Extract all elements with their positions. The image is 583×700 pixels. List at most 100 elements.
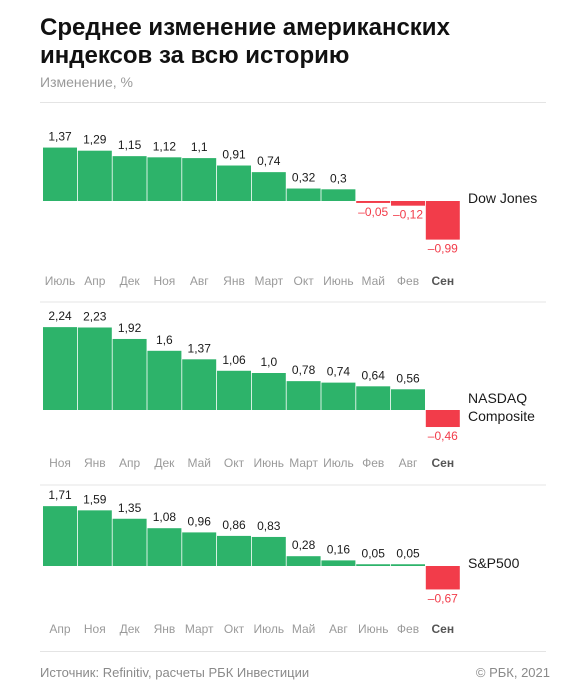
chart-title: Среднее изменение американских индексов … xyxy=(40,14,450,69)
data-label: 0,05 xyxy=(396,546,420,560)
bar xyxy=(112,156,147,201)
series-label: Dow Jones xyxy=(468,190,537,206)
tick-label: Фев xyxy=(397,622,419,636)
tick-label: Май xyxy=(361,274,385,288)
bar xyxy=(217,165,251,201)
data-label: 1,37 xyxy=(188,341,212,355)
data-label: 2,23 xyxy=(83,309,107,323)
data-label: 0,64 xyxy=(362,368,386,382)
bar xyxy=(251,536,286,566)
data-label: –0,99 xyxy=(428,242,458,256)
bar xyxy=(77,327,112,410)
chart-subtitle: Изменение, % xyxy=(40,74,133,90)
tick-label: Дек xyxy=(120,274,141,288)
tick-label: Авг xyxy=(190,274,209,288)
data-label: 1,06 xyxy=(222,353,246,367)
series-label: NASDAQ xyxy=(468,390,527,406)
tick-label: Апр xyxy=(84,274,106,288)
data-label: 0,86 xyxy=(222,518,246,532)
bar xyxy=(77,510,112,566)
tick-label: Янв xyxy=(84,456,106,470)
bar xyxy=(147,528,182,566)
tick-label: Апр xyxy=(49,622,71,636)
data-label: 0,16 xyxy=(327,542,351,556)
tick-label: Июль xyxy=(45,274,76,288)
bar xyxy=(112,518,147,566)
bar xyxy=(425,201,460,240)
bar xyxy=(286,381,321,410)
series-label: Composite xyxy=(468,408,535,424)
data-label: 0,78 xyxy=(292,363,316,377)
tick-label: Дек xyxy=(120,622,141,636)
data-label: 0,32 xyxy=(292,171,316,185)
bar xyxy=(321,560,356,566)
data-label: 0,96 xyxy=(188,514,212,528)
tick-label: Ноя xyxy=(49,456,71,470)
bar xyxy=(356,564,391,566)
data-label: 1,1 xyxy=(191,140,208,154)
tick-label: Апр xyxy=(119,456,141,470)
bar xyxy=(182,359,217,410)
data-label: 1,6 xyxy=(156,333,173,347)
bar xyxy=(425,566,460,590)
bar xyxy=(251,172,286,201)
tick-label: Янв xyxy=(223,274,245,288)
bar xyxy=(321,382,356,410)
data-label: 0,56 xyxy=(396,371,420,385)
tick-label: Авг xyxy=(329,622,348,636)
data-label: 0,91 xyxy=(222,148,246,162)
data-label: –0,12 xyxy=(393,208,423,222)
tick-label: Авг xyxy=(399,456,418,470)
data-label: 0,28 xyxy=(292,538,316,552)
data-label: 0,83 xyxy=(257,519,281,533)
footer-divider xyxy=(40,651,546,652)
data-label: 0,74 xyxy=(327,365,351,379)
tick-label: Окт xyxy=(224,456,245,470)
bar xyxy=(356,386,391,410)
data-label: –0,46 xyxy=(428,429,458,443)
tick-label: Ноя xyxy=(84,622,106,636)
data-label: 1,29 xyxy=(83,133,107,147)
bar xyxy=(43,506,77,566)
bar xyxy=(43,147,77,201)
data-label: 1,92 xyxy=(118,321,142,335)
copyright: © РБК, 2021 xyxy=(475,665,550,680)
tick-label: Май xyxy=(292,622,316,636)
bar xyxy=(251,373,286,410)
bar xyxy=(217,370,251,410)
tick-label: Янв xyxy=(154,622,176,636)
data-label: –0,67 xyxy=(428,591,458,605)
series-label: S&P500 xyxy=(468,555,520,571)
tick-label: Сен xyxy=(432,622,455,636)
bar xyxy=(182,158,217,201)
bar-charts: 1,37 Июль 1,29 Апр 1,15 Дек 1,12 Ноя 1,1 Авг 0,91 Я… xyxy=(40,130,546,636)
data-label: 1,59 xyxy=(83,492,107,506)
data-label: 0,3 xyxy=(330,171,347,185)
data-label: 1,15 xyxy=(118,138,142,152)
data-label: 1,37 xyxy=(48,130,72,144)
bar xyxy=(286,556,321,566)
bar xyxy=(182,532,217,566)
tick-label: Март xyxy=(185,622,214,636)
tick-label: Окт xyxy=(224,622,245,636)
tick-label: Июнь xyxy=(358,622,389,636)
bar xyxy=(77,150,112,201)
bar xyxy=(321,189,356,201)
bar xyxy=(147,157,182,201)
bar xyxy=(147,350,182,410)
tick-label: Сен xyxy=(432,456,455,470)
data-label: 1,12 xyxy=(153,139,177,153)
data-label: 2,24 xyxy=(48,309,72,323)
tick-label: Сен xyxy=(432,274,455,288)
bar xyxy=(286,188,321,201)
divider xyxy=(40,102,546,103)
tick-label: Фев xyxy=(362,456,384,470)
tick-label: Март xyxy=(254,274,283,288)
bar xyxy=(391,564,425,566)
bar xyxy=(391,201,425,206)
source-note: Источник: Refinitiv, расчеты РБК Инвести… xyxy=(40,665,310,680)
tick-label: Июнь xyxy=(254,456,285,470)
bar xyxy=(112,338,147,410)
bar xyxy=(217,535,251,566)
data-label: 1,08 xyxy=(153,510,177,524)
